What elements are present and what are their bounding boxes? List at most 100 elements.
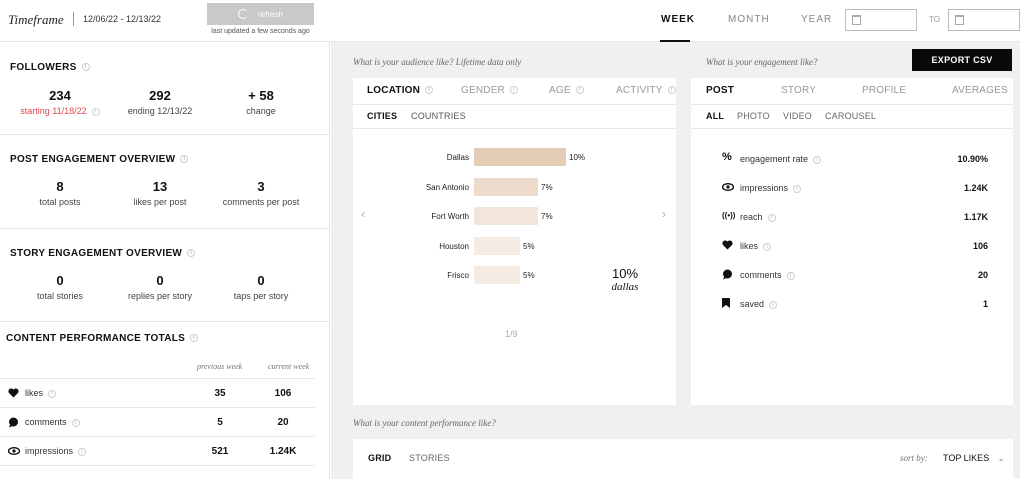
bar-san-antonio[interactable]: [474, 177, 538, 196]
tab-profile[interactable]: PROFILE: [862, 85, 907, 96]
refresh-icon: [238, 9, 249, 19]
refresh-button[interactable]: refresh: [207, 3, 314, 25]
top-bar: Timeframe 12/06/22 - 12/13/22 refresh la…: [0, 0, 1020, 42]
info-icon[interactable]: i: [78, 447, 87, 456]
followers-starting-label-text: starting 11/18/22: [20, 106, 87, 116]
timeframe-date-range: 12/06/22 - 12/13/22: [83, 14, 162, 24]
info-icon[interactable]: i: [187, 249, 196, 258]
engagement-panel: [691, 78, 1013, 405]
bar-category-label: Frisco: [447, 271, 469, 280]
eye-icon: [7, 446, 21, 458]
tab-stories[interactable]: STORIES: [409, 453, 450, 463]
content-performance-question: What is your content performance like?: [353, 418, 496, 428]
info-icon[interactable]: i: [769, 300, 778, 309]
bar-dallas[interactable]: [474, 148, 566, 166]
engagement-question: What is your engagement like?: [706, 57, 818, 67]
info-icon[interactable]: i: [767, 213, 776, 222]
info-icon[interactable]: i: [763, 242, 772, 251]
tab-grid[interactable]: GRID: [368, 453, 392, 463]
tab-activity-label: ACTIVITY: [616, 85, 663, 96]
bar-fort-worth[interactable]: [474, 207, 538, 225]
story-stat-replies-per-story: 0 replies per story: [110, 273, 210, 301]
story-stat-taps-per-story: 0 taps per story: [211, 273, 311, 301]
info-icon[interactable]: i: [786, 271, 795, 280]
prev-arrow-icon[interactable]: ‹: [361, 207, 365, 221]
post-stat-comments-per-post: 3 comments per post: [211, 179, 311, 207]
sort-dropdown-value: TOP LIKES: [943, 453, 990, 463]
bar-value-label: 7%: [541, 182, 553, 192]
subtab-countries[interactable]: COUNTRIES: [411, 111, 466, 121]
info-icon[interactable]: i: [575, 86, 584, 95]
tab-post[interactable]: POST: [706, 85, 735, 96]
engagement-row-value: 10.90%: [957, 154, 988, 164]
engagement-row-value: 20: [977, 270, 988, 280]
subtab-cities[interactable]: CITIES: [367, 111, 398, 121]
subtab-divider: [691, 128, 1013, 129]
engagement-row-likes: likes i 106: [722, 239, 988, 255]
engagement-row-name: likes i: [740, 241, 772, 251]
subtab-photo[interactable]: PHOTO: [737, 111, 770, 121]
content-row-previous: 521: [211, 446, 229, 457]
eye-icon: [721, 182, 735, 194]
post-stat-value: 3: [257, 179, 265, 194]
engagement-row-name-text: reach: [740, 212, 763, 222]
info-icon[interactable]: i: [71, 418, 80, 427]
tab-gender-label: GENDER: [461, 85, 505, 96]
section-divider: [0, 228, 330, 229]
info-icon[interactable]: i: [793, 184, 802, 193]
post-stat-label: likes per post: [133, 197, 187, 207]
tab-location[interactable]: LOCATION i: [367, 85, 434, 96]
story-stat-total-stories: 0 total stories: [10, 273, 110, 301]
engagement-row-name-text: comments: [740, 270, 782, 280]
post-stat-label: total posts: [39, 197, 81, 207]
timeframe-label: Timeframe: [8, 12, 64, 27]
content-row-comments: comments i 5 20: [0, 407, 315, 436]
highlight-label: dallas: [611, 281, 639, 293]
tab-age[interactable]: AGE i: [549, 85, 584, 96]
tab-activity[interactable]: ACTIVITY i: [616, 85, 676, 96]
engagement-row-name: impressions i: [740, 183, 802, 193]
date-to-input[interactable]: [948, 9, 1020, 31]
period-year-tab[interactable]: YEAR: [801, 14, 833, 25]
date-from-input[interactable]: [845, 9, 917, 31]
followers-ending: 292 ending 12/13/22: [110, 88, 210, 116]
export-csv-button[interactable]: EXPORT CSV: [912, 49, 1012, 71]
subtab-carousel[interactable]: CAROUSEL: [825, 111, 877, 121]
sort-dropdown[interactable]: TOP LIKES ⌄: [943, 453, 1004, 463]
story-stat-value: 0: [156, 273, 164, 288]
next-arrow-icon[interactable]: ›: [662, 207, 666, 221]
tab-age-label: AGE: [549, 85, 571, 96]
bar-houston[interactable]: [474, 236, 520, 255]
tab-story[interactable]: STORY: [781, 85, 817, 96]
bar-frisco[interactable]: [474, 266, 520, 284]
chevron-down-icon: ⌄: [997, 454, 1005, 463]
info-icon[interactable]: i: [81, 63, 90, 72]
refresh-label: refresh: [258, 9, 283, 19]
info-icon[interactable]: i: [91, 107, 100, 116]
info-icon[interactable]: i: [190, 334, 199, 343]
subtab-all[interactable]: ALL: [706, 111, 725, 121]
tab-averages[interactable]: AVERAGES: [952, 85, 1008, 96]
info-icon[interactable]: i: [667, 86, 676, 95]
info-icon[interactable]: i: [813, 155, 822, 164]
highlight-value: 10%: [611, 266, 639, 281]
bar-value-label: 5%: [523, 241, 535, 251]
story-stat-label: replies per story: [127, 291, 193, 301]
story-stat-value: 0: [257, 273, 265, 288]
content-row-previous: 5: [217, 417, 223, 428]
period-month-tab[interactable]: MONTH: [728, 14, 770, 25]
post-stat-likes-per-post: 13 likes per post: [110, 179, 210, 207]
post-engagement-title: POST ENGAGEMENT OVERVIEW i: [10, 154, 189, 165]
info-icon[interactable]: i: [48, 389, 57, 398]
engagement-row-value: 1.17K: [963, 212, 988, 222]
tab-gender[interactable]: GENDER i: [461, 85, 518, 96]
info-icon[interactable]: i: [180, 155, 189, 164]
post-engagement-title-text: POST ENGAGEMENT OVERVIEW: [10, 154, 176, 165]
percent-icon: %: [722, 151, 732, 163]
period-week-tab[interactable]: WEEK: [661, 14, 695, 25]
info-icon[interactable]: i: [425, 86, 434, 95]
info-icon[interactable]: i: [509, 86, 518, 95]
story-stat-label: taps per story: [233, 291, 289, 301]
subtab-video[interactable]: VIDEO: [783, 111, 813, 121]
pager-text: 1/9: [505, 329, 518, 339]
